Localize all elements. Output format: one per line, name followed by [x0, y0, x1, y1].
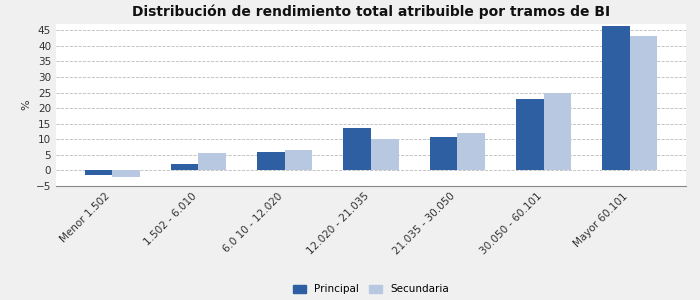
- Bar: [516, 99, 543, 170]
- Bar: [344, 128, 371, 170]
- Bar: [285, 150, 312, 170]
- Bar: [430, 137, 457, 170]
- Bar: [371, 139, 398, 170]
- Title: Distribución de rendimiento total atribuible por tramos de BI: Distribución de rendimiento total atribu…: [132, 4, 610, 19]
- Bar: [457, 133, 485, 170]
- Legend: Principal, Secundaria: Principal, Secundaria: [289, 280, 453, 298]
- Y-axis label: %: %: [22, 100, 32, 110]
- Bar: [602, 26, 630, 170]
- Bar: [85, 170, 112, 175]
- Bar: [199, 153, 226, 170]
- Bar: [257, 152, 285, 170]
- Bar: [171, 164, 199, 170]
- Bar: [543, 92, 571, 170]
- Bar: [112, 170, 140, 177]
- Bar: [630, 37, 657, 170]
